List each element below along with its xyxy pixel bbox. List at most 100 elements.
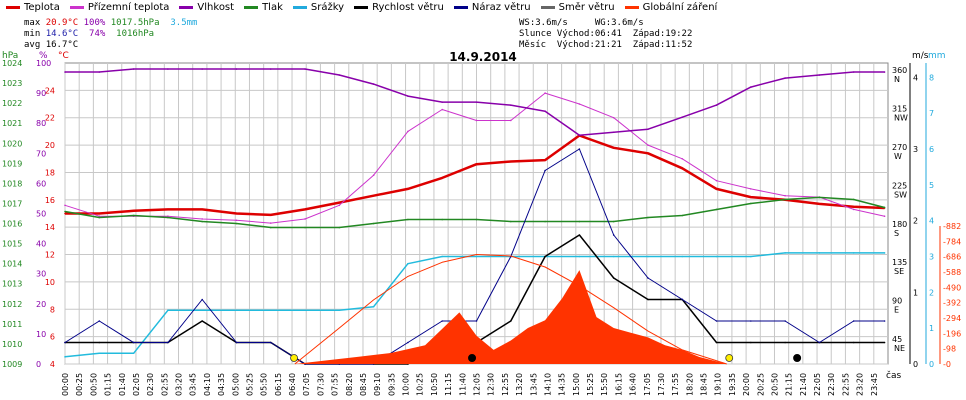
series-point — [304, 309, 306, 312]
chart-date: 14.9.2014 — [449, 50, 517, 64]
series-point — [132, 352, 135, 355]
series-point — [544, 169, 546, 172]
x-tick-label: 03:45 — [189, 373, 198, 396]
series-point — [98, 320, 101, 322]
series-point — [132, 68, 135, 70]
x-tick-label: 14:35 — [558, 373, 567, 396]
series-point — [578, 103, 581, 105]
x-tick-label: 06:40 — [288, 373, 297, 396]
series-point — [852, 320, 855, 322]
series-point — [647, 144, 649, 146]
series-point — [475, 218, 478, 221]
series-point — [784, 341, 786, 344]
series-point — [338, 201, 341, 204]
series-point — [818, 74, 821, 76]
series-point — [441, 108, 444, 111]
rad-tick: -588 — [943, 268, 961, 277]
dir-tick: 360 — [892, 66, 907, 75]
series-point — [338, 74, 341, 76]
series-point — [715, 104, 718, 106]
stats-max-hum: 100% — [83, 18, 106, 28]
x-tick-label: 11:40 — [458, 373, 467, 396]
series-point — [98, 216, 101, 219]
stats-max-press: 1017.5hPa — [110, 18, 160, 28]
x-tick-label: 22:30 — [827, 373, 836, 396]
x-tick-label: 05:50 — [260, 373, 269, 396]
x-tick-label: 10:25 — [416, 373, 425, 396]
mm-tick: 5 — [929, 181, 934, 190]
stats-max-temp: 20.9°C — [45, 18, 79, 28]
series-point — [338, 204, 341, 207]
series-radiation-area — [65, 270, 885, 364]
series-point — [578, 220, 581, 223]
series-point — [132, 214, 135, 217]
series-point — [612, 116, 615, 119]
x-tick-label: 16:15 — [614, 373, 623, 396]
series-point — [475, 255, 478, 258]
c-tick: 10 — [45, 278, 55, 287]
x-tick-label: 19:35 — [728, 373, 737, 396]
legend-swatch — [540, 5, 555, 9]
series-point — [852, 71, 855, 73]
series-point — [167, 68, 169, 70]
series-point — [475, 163, 478, 166]
legend-label: Přízemní teplota — [87, 2, 170, 13]
dir-tick-cardinal: SE — [894, 267, 904, 276]
ms-tick: 3 — [913, 145, 918, 154]
c-tick: 4 — [50, 360, 55, 369]
series-point — [681, 255, 684, 258]
series-point — [509, 320, 512, 322]
c-tick: 22 — [45, 114, 55, 123]
x-axis-label: čas — [886, 370, 901, 381]
dir-tick-cardinal: SW — [894, 190, 907, 199]
x-tick-label: 04:35 — [217, 373, 226, 396]
mm-tick: 8 — [929, 73, 934, 82]
series-point — [883, 215, 886, 218]
series-line-vlhkost — [65, 68, 885, 136]
hpa-tick: 1015 — [2, 240, 22, 249]
legend-swatch — [292, 5, 307, 9]
c-tick: 16 — [45, 196, 55, 205]
x-tick-label: 12:30 — [487, 373, 496, 396]
x-tick-label: 23:20 — [856, 373, 865, 396]
x-tick-label: 18:20 — [685, 373, 694, 396]
pct-tick: 80 — [36, 119, 46, 128]
x-tick-label: 00:25 — [75, 373, 84, 396]
legend-label: Tlak — [262, 2, 283, 13]
sunset-marker — [725, 354, 734, 362]
series-point — [235, 68, 238, 70]
series-point — [235, 219, 238, 222]
c-tick: 8 — [50, 305, 55, 314]
x-tick-label: 02:55 — [160, 373, 169, 396]
series-point — [883, 71, 886, 73]
stats-min-press: 1016hPa — [116, 29, 155, 39]
legend-label: Náraz větru — [471, 2, 531, 13]
series-point — [441, 255, 444, 258]
series-point — [98, 341, 101, 344]
dir-tick-cardinal: W — [894, 152, 902, 161]
pct-tick: 40 — [36, 240, 46, 249]
series-point — [201, 309, 203, 312]
x-tick-label: 23:45 — [870, 373, 879, 396]
legend-item: Vlhkost — [179, 2, 234, 13]
series-point — [750, 188, 752, 190]
x-tick-label: 11:15 — [444, 373, 453, 396]
legend-swatch — [69, 5, 84, 9]
series-point — [852, 208, 855, 211]
series-point — [852, 198, 855, 201]
dir-tick-cardinal: N — [894, 75, 900, 84]
ms-tick: 0 — [913, 360, 918, 369]
legend-swatch — [6, 5, 20, 9]
series-point — [681, 157, 684, 160]
series-point — [167, 208, 169, 211]
series-point — [818, 203, 821, 205]
series-point — [750, 202, 752, 205]
legend-item: Srážky — [292, 2, 344, 13]
series-point — [883, 252, 886, 254]
moonrise-marker — [793, 354, 802, 362]
series-point — [612, 220, 615, 223]
series-point — [612, 277, 615, 279]
rad-tick: -686 — [943, 253, 961, 262]
series-line-p-zemn-teplota — [64, 92, 885, 224]
